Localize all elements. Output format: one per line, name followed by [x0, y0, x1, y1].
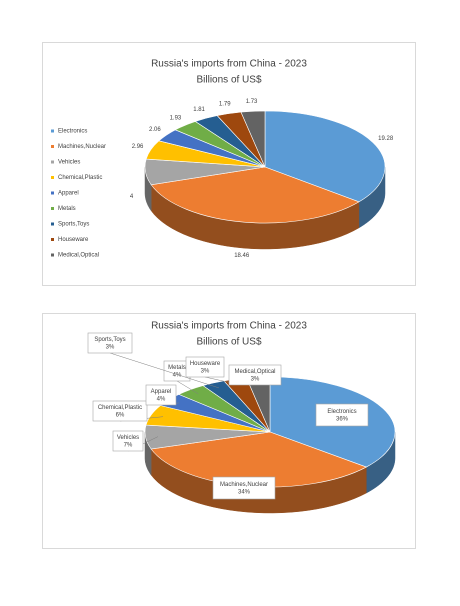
data-label-value: 4%: [157, 397, 166, 403]
data-label: 4: [130, 194, 134, 200]
legend-label: Sports,Toys: [58, 222, 89, 228]
data-label-box: [112, 430, 144, 452]
data-label-box: [92, 400, 148, 422]
data-label-value: 6%: [116, 413, 125, 419]
legend-label: Apparel: [58, 191, 79, 197]
data-label-value: 34%: [238, 490, 251, 496]
data-label: 1.93: [170, 115, 182, 121]
data-label-category: Houseware: [190, 361, 221, 367]
legend-swatch: [51, 176, 54, 179]
pie-slice: [240, 110, 266, 168]
legend-label: Metals: [58, 206, 76, 212]
pie-slice: [150, 166, 360, 224]
data-label-category: Chemical,Plastic: [98, 405, 142, 411]
legend-swatch: [51, 129, 54, 133]
legend-swatch: [51, 253, 54, 257]
data-label: 1.81: [193, 107, 205, 113]
data-label: 18.46: [234, 253, 250, 259]
data-label-category: Sports,Toys: [94, 337, 125, 343]
legend-swatch: [51, 145, 54, 148]
legend-label: Vehicles: [58, 160, 80, 166]
data-label-value: 7%: [124, 443, 133, 449]
data-label-box: [228, 364, 282, 386]
leader-line: [176, 380, 199, 395]
data-label-value: 3%: [106, 345, 115, 351]
data-label-category: Vehicles: [117, 435, 139, 441]
chart-subtitle: Billions of US$: [196, 337, 261, 348]
data-label: 2.96: [132, 144, 144, 150]
data-label-value: 36%: [336, 417, 349, 423]
data-label: 1.73: [246, 99, 258, 105]
data-label-box: [185, 356, 225, 378]
legend-label: Electronics: [58, 129, 87, 135]
data-label-box: [145, 384, 177, 406]
legend-label: Houseware: [58, 237, 89, 243]
legend-label: Medical,Optical: [58, 253, 99, 259]
chart-title: Russia's imports from China - 2023: [151, 59, 307, 70]
legend-swatch: [51, 160, 54, 164]
legend-swatch: [51, 207, 54, 210]
data-label-category: Medical,Optical: [234, 369, 275, 375]
data-label-value: 3%: [201, 369, 210, 375]
leader-line: [109, 352, 220, 389]
data-label: 2.06: [149, 127, 161, 133]
data-label-category: Machines,Nuclear: [220, 482, 268, 488]
data-label-value: 4%: [173, 373, 182, 379]
data-label-box: [212, 476, 276, 500]
legend-swatch: [51, 222, 54, 226]
legend-label: Machines,Nuclear: [58, 144, 106, 150]
data-label-value: 3%: [251, 377, 260, 383]
chart-title: Russia's imports from China - 2023: [151, 321, 307, 332]
data-label-category: Apparel: [151, 389, 172, 395]
chart-subtitle: Billions of US$: [196, 75, 261, 86]
data-label-category: Electronics: [327, 409, 356, 415]
pie-slice: [264, 110, 386, 203]
legend-swatch: [51, 191, 54, 195]
data-label-box: [315, 403, 369, 427]
legend-swatch: [51, 238, 54, 241]
data-label-category: Metals: [168, 365, 186, 371]
data-label-box: [87, 332, 133, 354]
data-label: 19.28: [378, 136, 394, 142]
legend-label: Chemical,Plastic: [58, 175, 102, 181]
data-label: 1.79: [219, 102, 231, 108]
